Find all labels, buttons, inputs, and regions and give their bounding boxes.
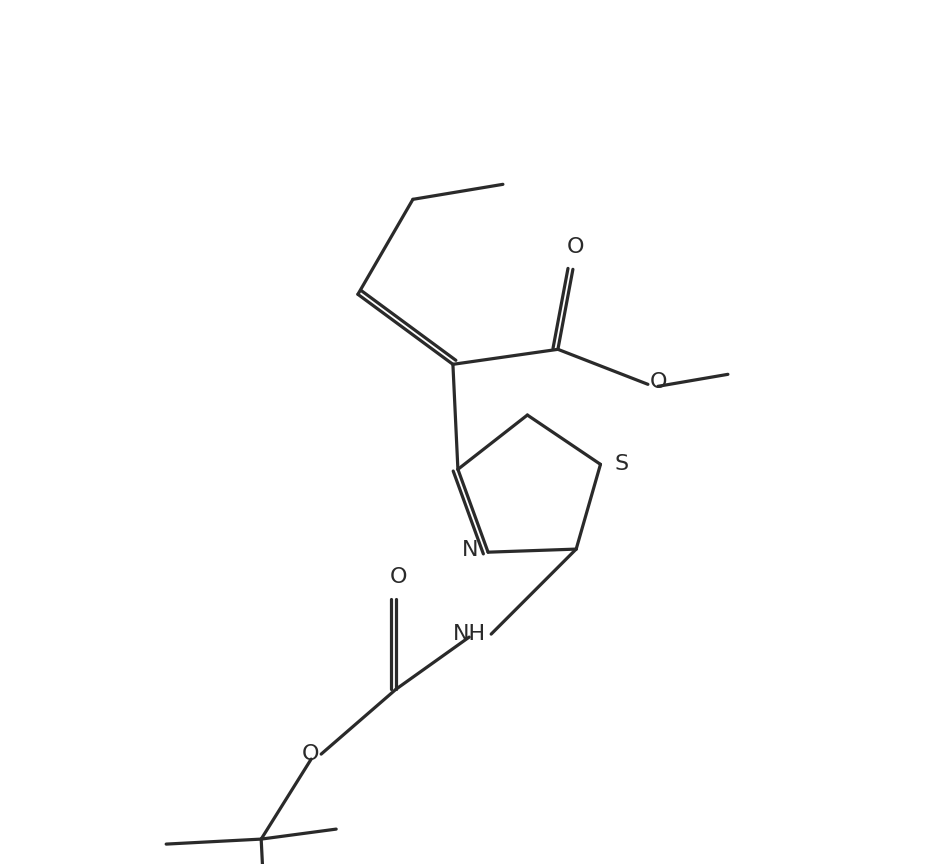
Text: NH: NH (453, 624, 487, 644)
Text: O: O (302, 744, 319, 764)
Text: O: O (567, 238, 585, 257)
Text: S: S (614, 454, 629, 474)
Text: N: N (462, 540, 478, 560)
Text: O: O (650, 372, 668, 392)
Text: O: O (389, 567, 407, 588)
